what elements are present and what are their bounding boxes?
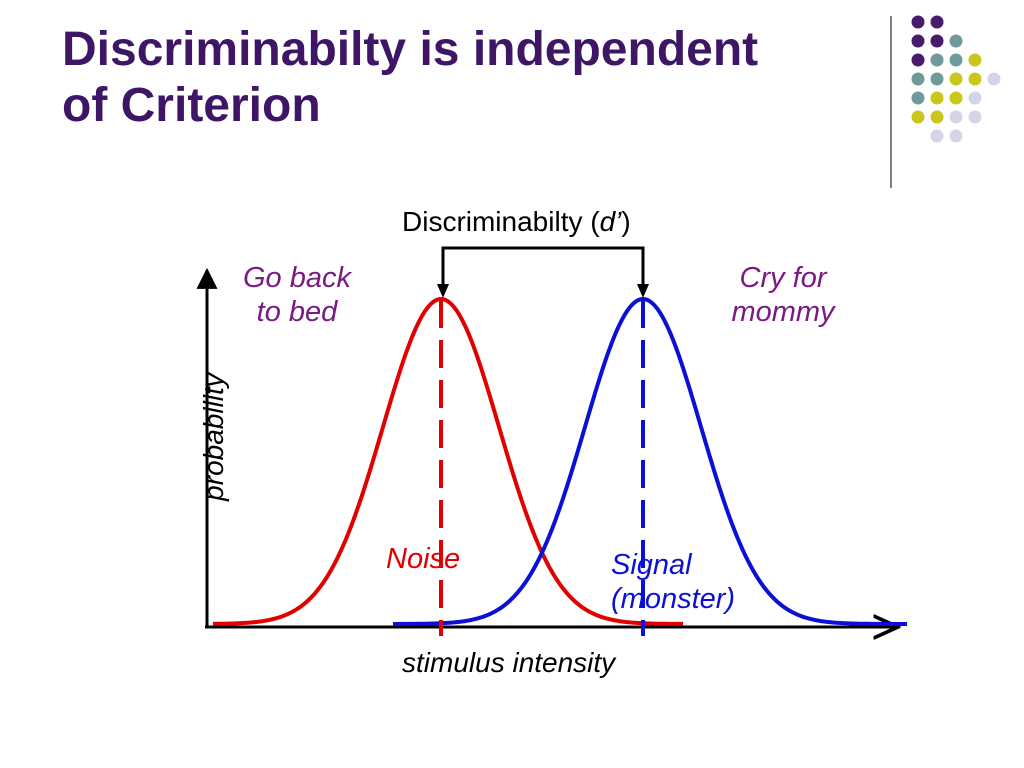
d-prime-arrowhead-left bbox=[437, 284, 449, 298]
discriminability-text: Discriminabilty ( bbox=[402, 206, 600, 237]
go-back-to-bed-label: Go back to bed bbox=[232, 261, 362, 329]
signal-monster-label: Signal (monster) bbox=[611, 548, 735, 616]
decorative-dot bbox=[911, 110, 925, 124]
noise-distribution-curve bbox=[212, 296, 683, 626]
d-prime-arrowhead-right bbox=[637, 284, 649, 298]
noise-label: Noise bbox=[386, 543, 461, 575]
decorative-dot bbox=[930, 53, 944, 67]
decorative-dot bbox=[911, 53, 925, 67]
decorative-dot bbox=[911, 15, 925, 29]
decorative-dot bbox=[968, 110, 982, 124]
y-axis-label: probability bbox=[198, 373, 229, 501]
decorative-dot bbox=[968, 72, 982, 86]
decorative-dot bbox=[968, 91, 982, 105]
decorative-dot bbox=[949, 72, 963, 86]
decorative-dot bbox=[930, 110, 944, 124]
title-divider bbox=[890, 16, 892, 188]
x-axis-label: stimulus intensity bbox=[402, 647, 616, 678]
signal-distribution-curve bbox=[393, 296, 907, 626]
go-back-to-bed-line-2: to bed bbox=[256, 296, 338, 328]
signal-label-line-1: Signal bbox=[611, 549, 692, 581]
cry-for-mommy-line-2: mommy bbox=[731, 296, 835, 328]
decorative-dot bbox=[949, 91, 963, 105]
decorative-dot-grid bbox=[911, 15, 1001, 143]
d-prime-symbol: d’ bbox=[599, 206, 622, 237]
decorative-dot bbox=[949, 129, 963, 143]
go-back-to-bed-line-1: Go back bbox=[243, 262, 351, 294]
decorative-dot bbox=[930, 34, 944, 48]
decorative-dot bbox=[949, 110, 963, 124]
decorative-dot bbox=[911, 34, 925, 48]
decorative-dot bbox=[911, 72, 925, 86]
signal-label-line-2: (monster) bbox=[611, 583, 736, 615]
decorative-dot bbox=[930, 72, 944, 86]
discriminability-close-paren: ) bbox=[621, 206, 631, 237]
decorative-dot bbox=[930, 129, 944, 143]
decorative-dot bbox=[949, 53, 963, 67]
decorative-dot bbox=[968, 53, 982, 67]
title-line-2: of Criterion bbox=[62, 79, 321, 132]
slide-title: Discriminabilty is independent of Criter… bbox=[62, 22, 758, 134]
decorative-dot bbox=[987, 72, 1001, 86]
title-line-1: Discriminabilty is independent bbox=[62, 23, 759, 76]
cry-for-mommy-label: Cry for mommy bbox=[718, 261, 848, 329]
decorative-dot bbox=[930, 91, 944, 105]
decorative-dot bbox=[930, 15, 944, 29]
cry-for-mommy-line-1: Cry for bbox=[739, 262, 827, 294]
d-prime-bracket bbox=[441, 246, 645, 292]
decorative-dot bbox=[911, 91, 925, 105]
discriminability-label: Discriminabilty (d’) bbox=[402, 205, 631, 239]
decorative-dot bbox=[949, 34, 963, 48]
